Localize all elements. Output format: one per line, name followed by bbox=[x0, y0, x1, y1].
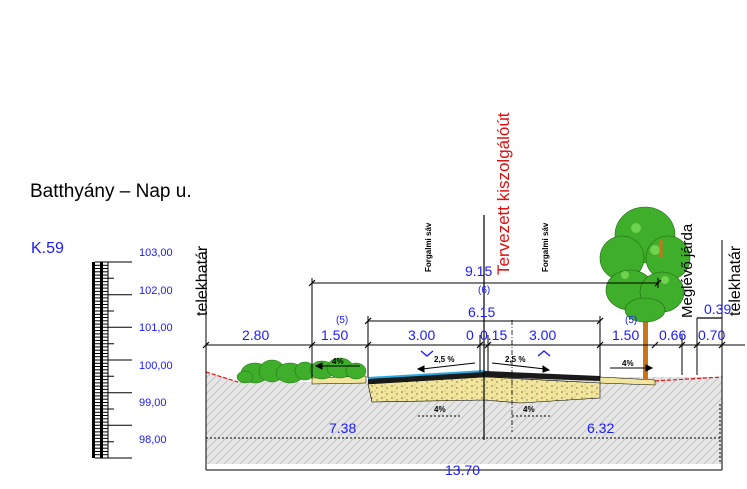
slope-arrows bbox=[314, 362, 654, 417]
label-left-boundary: telekhatár bbox=[194, 245, 211, 316]
dim-left-shoulder-note: (5) bbox=[336, 315, 348, 326]
dimension-ticks bbox=[202, 279, 726, 349]
label-planned-road: Tervezett kiszolgálóút bbox=[494, 112, 513, 275]
dim-right-edge: 0.39 bbox=[704, 301, 731, 317]
section-code: K.59 bbox=[31, 240, 64, 257]
elev-label: 99,00 bbox=[139, 397, 167, 409]
slope-right-lane: 2,5 % bbox=[505, 355, 525, 364]
dim-right-shoulder: 1.50 bbox=[612, 327, 639, 343]
label-existing-sidewalk: Meglévő járda bbox=[679, 223, 696, 318]
section-title: Batthyány – Nap u. bbox=[30, 181, 192, 202]
dim-right-shoulder-note: (5) bbox=[625, 315, 637, 326]
slope-sub-right: 4% bbox=[523, 405, 535, 414]
elev-label: 100,00 bbox=[139, 360, 173, 372]
dim-sidewalk: 0.70 bbox=[698, 327, 725, 343]
elevation-ruler bbox=[92, 261, 132, 459]
slope-left-shoulder: 4% bbox=[332, 357, 344, 366]
dim-top-width: 9.15 bbox=[465, 263, 492, 279]
dim-right-total: 6.32 bbox=[587, 420, 614, 436]
dim-left-shoulder: 1.50 bbox=[321, 327, 348, 343]
elev-label: 98,00 bbox=[139, 434, 167, 446]
slope-right-shoulder: 4% bbox=[622, 359, 634, 368]
dim-centre-prefix: 0 bbox=[466, 327, 474, 343]
dim-top-width-note: (6) bbox=[478, 285, 490, 296]
dim-right-lane: 3.00 bbox=[529, 327, 556, 343]
label-lane-left: Forgalmi sáv bbox=[424, 222, 433, 272]
asphalt-layer bbox=[368, 371, 600, 384]
dim-left-verge: 2.80 bbox=[242, 327, 269, 343]
dim-roadway-width: 6.15 bbox=[468, 304, 495, 320]
asphalt-wearing-course bbox=[367, 370, 486, 379]
tree-icon bbox=[599, 206, 691, 380]
terrain-line bbox=[205, 371, 239, 383]
elevation-labels: 103,00 102,00 101,00 100,00 99,00 98,00 bbox=[139, 247, 173, 446]
dim-left-total: 7.38 bbox=[329, 420, 356, 436]
elev-label: 103,00 bbox=[139, 247, 173, 259]
crown-markers bbox=[420, 350, 551, 357]
label-lane-right: Forgalmi sáv bbox=[541, 222, 550, 272]
terrain-line-right bbox=[654, 376, 723, 382]
shrub-icon bbox=[236, 359, 316, 384]
slope-sub-left: 4% bbox=[434, 405, 446, 414]
dim-sidewalk-gap: 0.66 bbox=[659, 327, 686, 343]
elev-label: 101,00 bbox=[139, 322, 173, 334]
dim-centre: 0.15 bbox=[480, 327, 507, 343]
slope-left-lane: 2,5 % bbox=[434, 355, 454, 364]
dim-total-width: 13.70 bbox=[445, 462, 480, 478]
elev-label: 102,00 bbox=[139, 285, 173, 297]
label-right-boundary: telekhatár bbox=[727, 245, 744, 316]
dim-left-lane: 3.00 bbox=[408, 327, 435, 343]
